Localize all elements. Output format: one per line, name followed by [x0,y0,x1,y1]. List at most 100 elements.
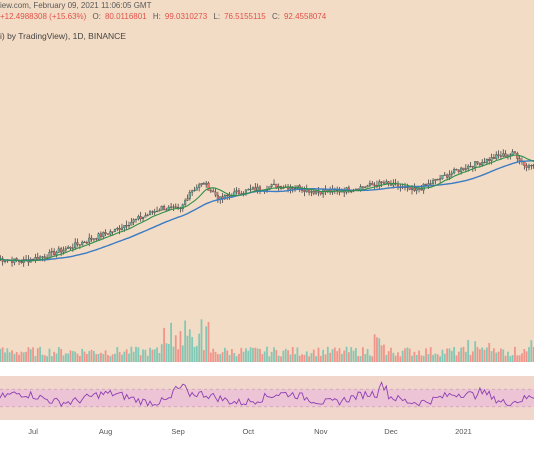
volume-bar [427,354,430,362]
header-line-source: i) by TradingView), 1D, BINANCE [0,31,130,41]
volume-bar [209,352,212,362]
volume-bar [266,346,268,362]
candle-body [382,182,386,184]
candle-body [469,165,472,168]
volume-bar [490,351,493,362]
volume-bar [317,347,320,362]
volume-bar [453,346,456,362]
candle-body [170,206,173,208]
volume-bar [411,355,413,362]
volume-bar [289,354,292,362]
volume-bar [85,354,88,362]
volume-bar [476,347,479,362]
candle-body [488,159,491,161]
candle-body [188,192,191,199]
candle-body [146,214,149,216]
candle-body [485,159,488,163]
volume-bar [331,349,334,362]
candle-body [67,246,70,249]
rsi-band [0,389,534,407]
candle-body [268,186,271,190]
volume-bar [174,335,177,362]
volume-bar [282,350,285,362]
volume-bar [450,350,453,362]
volume-bar [305,351,308,362]
candle-body [116,228,119,230]
volume-bar [518,355,521,362]
candle-body [371,183,374,186]
volume-bar [179,331,182,362]
volume-bar [118,352,121,362]
volume-bar [464,351,467,362]
candle-body [301,189,304,191]
volume-bar [163,327,165,362]
candle-body [141,217,145,220]
candle-body [191,190,194,193]
volume-bar [22,352,25,362]
volume-bar [369,355,371,362]
volume-bar [436,354,439,362]
candle-body [88,237,91,243]
candle-body [289,187,292,190]
candle-body [380,181,383,183]
candle-body [492,157,495,159]
candle-body [186,198,189,201]
volume-bar [48,348,51,362]
candle-body [490,157,493,161]
volume-bar [130,346,133,362]
candle-body [436,179,439,181]
volume-bar [338,348,341,362]
volume-bar [46,356,49,362]
candle-body [139,216,142,220]
volume-bar [156,347,158,362]
volume-bar [394,355,397,362]
volume-bar [485,347,488,362]
volume-bar [352,350,355,362]
volume-bar [60,348,63,362]
candle-body [530,165,533,167]
candle-body [36,257,39,260]
volume-bar [500,348,502,362]
candle-body [499,155,502,157]
volume-bar [223,347,226,362]
volume-bar [181,345,184,362]
candle-body [460,167,463,172]
volume-bar [350,347,353,362]
ma-slow-line [0,159,534,262]
header-source-text: i) by TradingView), 1D, BINANCE [0,31,126,41]
candle-body [513,151,516,154]
candle-body [60,248,63,253]
candle-body [81,241,84,245]
candle-body [249,188,252,191]
candle-body [410,187,414,190]
candle-body [413,187,416,191]
x-axis-label: 2021 [455,427,472,436]
volume-bar [380,345,383,362]
candle-body [497,154,500,156]
candle-body [104,232,107,234]
volume-bar [111,354,114,362]
volume-bar [298,355,301,362]
candle-body [106,233,109,235]
volume-bar [186,335,189,362]
candle-body [474,161,477,168]
candle-body [415,188,418,191]
candle-body [443,174,446,176]
candle-body [366,185,369,188]
candle-body [317,191,320,193]
volume-group [0,319,534,362]
volume-bar [90,349,93,362]
volume-bar [142,349,144,362]
candle-body [132,219,135,223]
volume-bar [132,351,135,362]
price-pane-bg [0,0,534,362]
candle-body [254,187,257,191]
volume-bar [144,349,147,362]
volume-bar [287,350,289,362]
candle-body [310,191,313,193]
volume-bar [474,341,477,362]
volume-bar [78,355,81,362]
candle-body [184,200,187,205]
volume-bar [53,351,56,362]
